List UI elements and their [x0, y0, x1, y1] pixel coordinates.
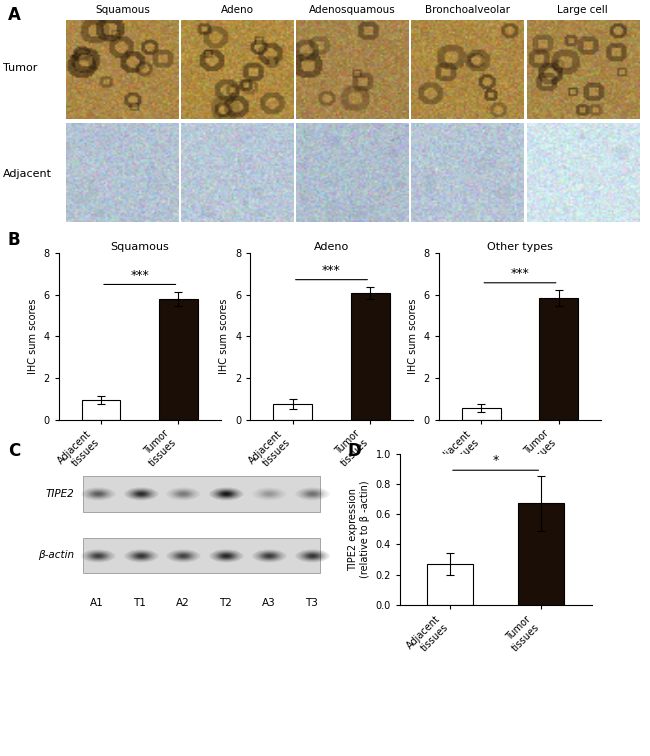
Text: ***: *** [322, 264, 341, 277]
Y-axis label: IHC sum scores: IHC sum scores [408, 299, 418, 374]
Y-axis label: IHC sum scores: IHC sum scores [220, 299, 229, 374]
Bar [540, 298, 578, 420]
Text: C: C [8, 442, 20, 460]
Text: β-actin: β-actin [38, 550, 74, 560]
Bar [519, 503, 564, 605]
Text: A3: A3 [262, 597, 276, 608]
Title: Squamous: Squamous [111, 243, 169, 253]
Title: Other types: Other types [487, 243, 553, 253]
Text: A2: A2 [176, 597, 190, 608]
Bar [427, 564, 473, 605]
Bar [159, 299, 198, 420]
Bar [83, 476, 320, 512]
Text: Bronchoalveolar: Bronchoalveolar [425, 5, 510, 15]
Text: ***: *** [131, 269, 149, 282]
Text: A: A [8, 6, 21, 24]
Text: TIPE2: TIPE2 [46, 488, 74, 499]
Bar [274, 404, 312, 420]
Title: Adeno: Adeno [314, 243, 349, 253]
Text: Adjacent: Adjacent [3, 169, 52, 179]
Text: A1: A1 [90, 597, 104, 608]
Text: Adeno: Adeno [221, 5, 254, 15]
Text: T2: T2 [219, 597, 232, 608]
Text: Adenosquamous: Adenosquamous [309, 5, 396, 15]
Text: ***: *** [511, 268, 529, 280]
Text: Large cell: Large cell [557, 5, 608, 15]
Text: *: * [493, 454, 499, 467]
Bar [82, 400, 120, 420]
Bar [83, 538, 320, 573]
Text: B: B [8, 231, 20, 249]
Y-axis label: TIPE2 expression
(relative to β -actin): TIPE2 expression (relative to β -actin) [348, 480, 370, 578]
Bar [462, 408, 500, 420]
Text: T3: T3 [305, 597, 318, 608]
Text: Squamous: Squamous [95, 5, 150, 15]
Text: D: D [348, 442, 361, 460]
Y-axis label: IHC sum scores: IHC sum scores [28, 299, 38, 374]
Text: Tumor: Tumor [3, 63, 38, 73]
Bar [351, 293, 389, 420]
Text: T1: T1 [133, 597, 146, 608]
